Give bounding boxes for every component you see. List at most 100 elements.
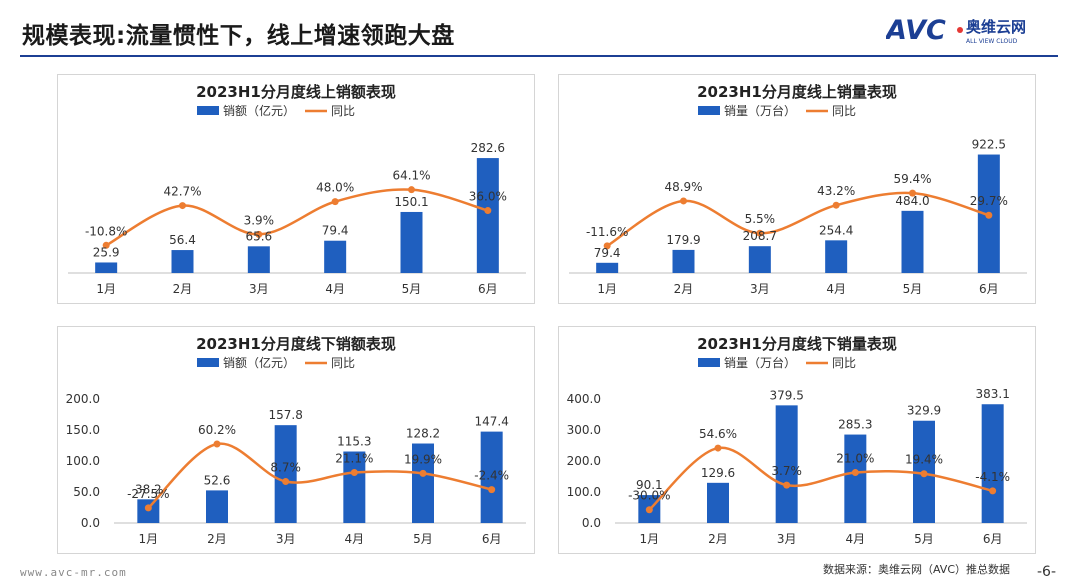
- bar-value-label: 129.6: [701, 466, 735, 480]
- bar: [775, 405, 798, 523]
- bar: [95, 262, 118, 273]
- yoy-point: [331, 198, 339, 206]
- bar-value-label: 329.9: [907, 404, 941, 418]
- yoy-point: [851, 469, 859, 477]
- bar-value-label: 79.4: [322, 224, 349, 238]
- yoy-value-label: -30.0%: [628, 489, 670, 503]
- x-tick-label: 2月: [173, 282, 193, 296]
- x-tick-label: 6月: [478, 282, 498, 296]
- chart-title: 2023H1分月度线上销量表现: [697, 83, 897, 101]
- yoy-value-label: 5.5%: [745, 212, 776, 226]
- chart-offline-volume: 销量（万台） 同比 0.0 100.0 200.0 300.0 400.0 1月 2月 3月 4月 5…: [567, 355, 1027, 546]
- yoy-point: [102, 241, 110, 249]
- legend-label-line: 同比: [331, 104, 355, 118]
- bar-value-label: 79.4: [594, 246, 621, 260]
- yoy-value-label: -11.6%: [586, 225, 628, 239]
- bar: [748, 246, 771, 273]
- yoy-value-label: 43.2%: [817, 184, 855, 198]
- yoy-line: [147, 442, 492, 509]
- x-tick-label: 3月: [276, 532, 296, 546]
- avc-logo: AVC 奥维云网 ALL VIEW CLOUD: [886, 15, 1026, 46]
- chart-title: 2023H1分月度线下销额表现: [196, 335, 396, 353]
- chart-panel-online-volume: 2023H1分月度线上销量表现 销量（万台） 同比 1月 2月 3月 4月 5月 6月 79.4…: [558, 74, 1036, 304]
- y-tick-label: 300.0: [567, 423, 601, 437]
- yoy-value-label: 60.2%: [198, 423, 236, 437]
- yoy-value-label: 48.9%: [664, 180, 702, 194]
- bar-value-label: 147.4: [474, 415, 508, 429]
- y-tick-label: 200.0: [66, 392, 100, 406]
- y-tick-label: 0.0: [582, 516, 601, 530]
- yoy-value-label: -2.4%: [474, 469, 509, 483]
- logo-cn: 奥维云网: [966, 18, 1026, 36]
- yoy-value-label: 21.0%: [836, 452, 874, 466]
- x-tick-label: 5月: [914, 532, 934, 546]
- footer-source: 数据来源：奥维云网（AVC）推总数据: [822, 563, 1010, 576]
- bar-value-label: 383.1: [975, 387, 1009, 401]
- bar-value-label: 254.4: [819, 223, 853, 237]
- yoy-point: [985, 211, 993, 219]
- y-tick-label: 100.0: [66, 454, 100, 468]
- yoy-point: [488, 486, 496, 494]
- x-tick-label: 2月: [674, 282, 694, 296]
- x-tick-label: 4月: [325, 282, 345, 296]
- bar-value-label: 90.1: [636, 478, 663, 492]
- bar: [247, 246, 270, 273]
- yoy-value-label: 21.1%: [335, 451, 373, 465]
- x-tick-label: 5月: [903, 282, 923, 296]
- bar-value-label: 52.6: [204, 473, 231, 487]
- x-tick-label: 4月: [846, 532, 866, 546]
- bar: [981, 404, 1004, 523]
- x-tick-label: 6月: [482, 532, 502, 546]
- x-tick-label: 1月: [640, 532, 660, 546]
- yoy-point: [603, 242, 611, 250]
- bar-value-label: 128.2: [406, 427, 440, 441]
- chart-panel-offline-volume: 2023H1分月度线下销量表现 销量（万台） 同比 0.0 100.0 200.0 300…: [558, 326, 1036, 554]
- yoy-value-label: -4.1%: [975, 470, 1010, 484]
- x-tick-label: 6月: [979, 282, 999, 296]
- yoy-point: [213, 440, 221, 448]
- yoy-value-label: 59.4%: [893, 172, 931, 186]
- bar-value-label: 179.9: [666, 233, 700, 247]
- yoy-point: [920, 470, 928, 478]
- legend-swatch-bar: [197, 106, 219, 115]
- y-tick-label: 150.0: [66, 423, 100, 437]
- yoy-point: [484, 207, 492, 215]
- x-tick-label: 6月: [983, 532, 1003, 546]
- bar-value-label: 282.6: [471, 141, 505, 155]
- logo-en: ALL VIEW CLOUD: [966, 38, 1018, 45]
- bar: [825, 240, 848, 273]
- yoy-value-label: 3.9%: [244, 213, 274, 227]
- legend-label-bar: 销量（万台）: [724, 103, 796, 118]
- bar-value-label: 285.3: [838, 418, 872, 432]
- legend-label-line: 同比: [331, 356, 355, 370]
- bar-value-label: 56.4: [169, 233, 196, 247]
- bar: [596, 262, 619, 273]
- bar: [171, 250, 194, 273]
- yoy-value-label: 64.1%: [392, 169, 430, 183]
- bar-value-label: 65.6: [245, 229, 272, 243]
- bar: [480, 431, 503, 523]
- yoy-point: [144, 504, 152, 512]
- y-tick-label: 100.0: [567, 485, 601, 499]
- bar-value-label: 38.2: [135, 482, 162, 496]
- legend-label-line: 同比: [832, 104, 856, 118]
- x-tick-label: 2月: [207, 532, 227, 546]
- bar: [324, 240, 347, 273]
- footer-website[interactable]: www.avc-mr.com: [20, 566, 127, 579]
- yoy-value-label: 54.6%: [699, 427, 737, 441]
- yoy-point: [832, 201, 840, 209]
- yoy-value-label: -10.8%: [85, 224, 127, 238]
- yoy-point: [783, 481, 791, 489]
- bar-value-label: 922.5: [972, 138, 1006, 152]
- x-tick-label: 2月: [708, 532, 728, 546]
- legend-label-line: 同比: [832, 356, 856, 370]
- chart-legend: 销额（亿元） 同比: [197, 355, 355, 370]
- yoy-value-label: 3.7%: [771, 464, 802, 478]
- x-tick-label: 5月: [413, 532, 433, 546]
- bar: [343, 451, 366, 523]
- chart-online-volume: 销量（万台） 同比 1月 2月 3月 4月 5月 6月 79.4 179.9 208.7 254.4 4…: [569, 103, 1027, 296]
- chart-legend: 销量（万台） 同比: [698, 355, 856, 370]
- x-tick-label: 4月: [826, 282, 846, 296]
- bar: [206, 490, 228, 523]
- page-number: -6-: [1036, 564, 1056, 580]
